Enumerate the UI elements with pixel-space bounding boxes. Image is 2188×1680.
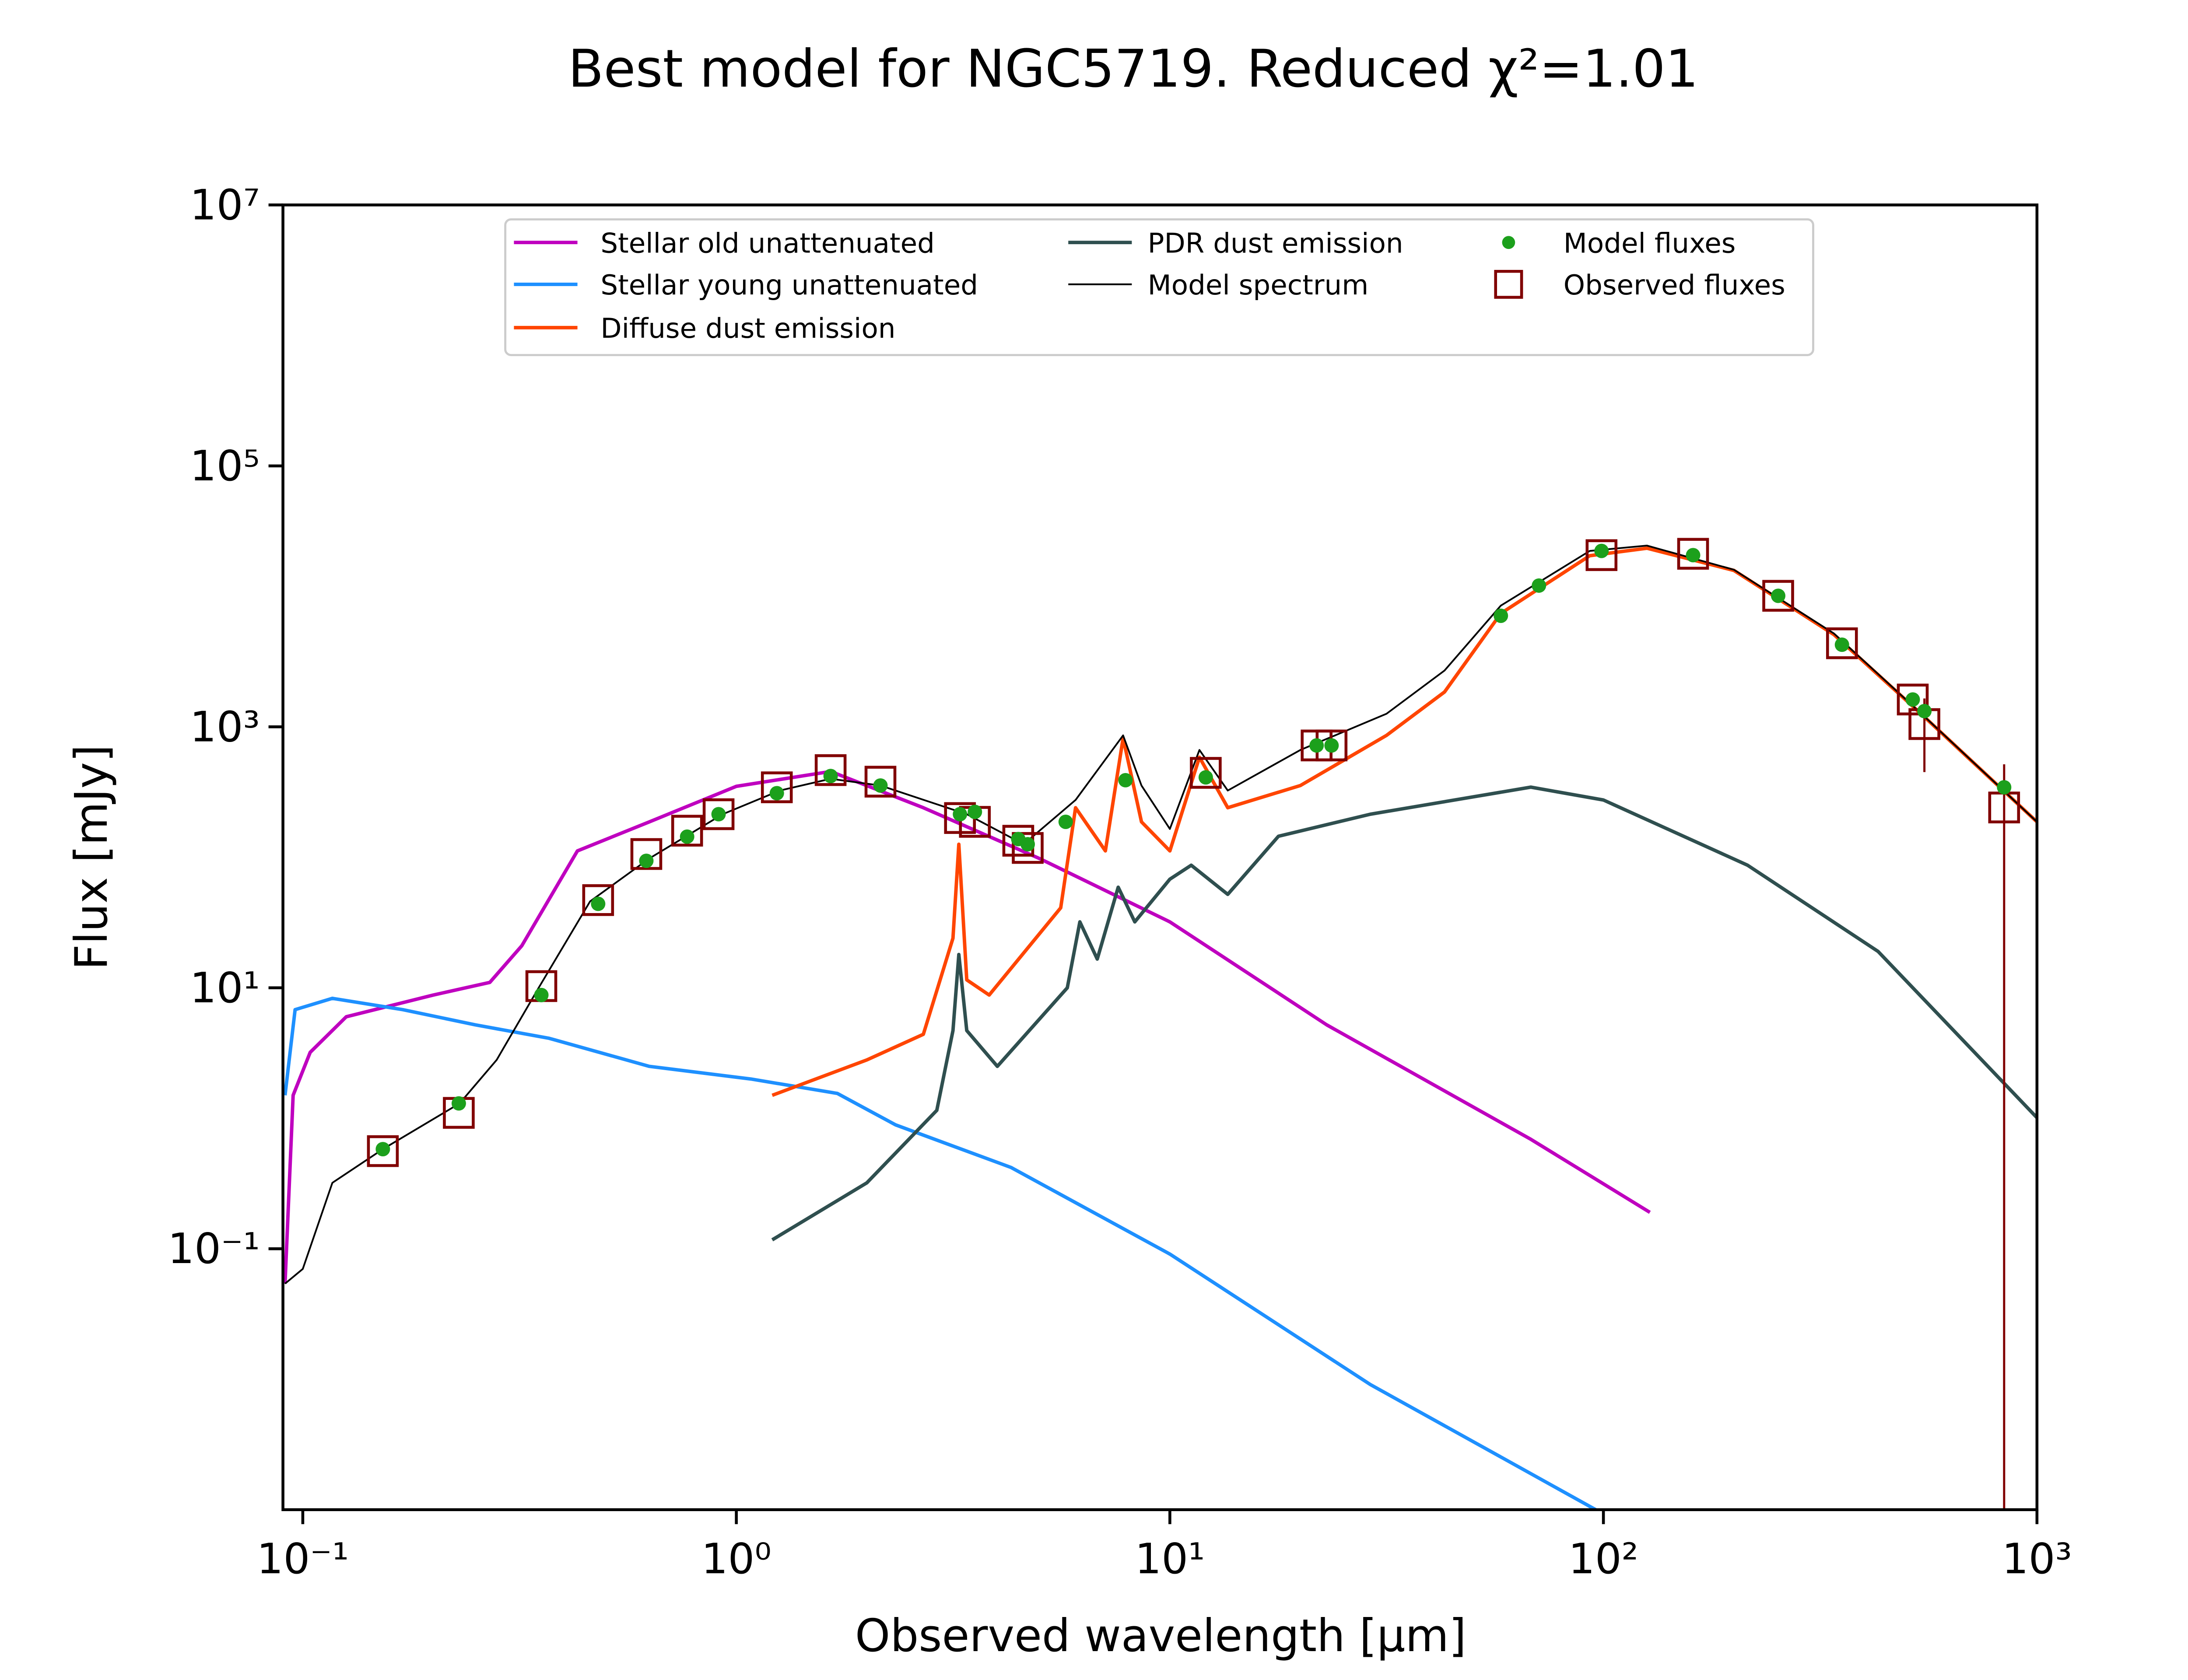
model-marker <box>639 854 654 868</box>
y-axis-label: Flux [mJy] <box>66 745 118 970</box>
observed-marker <box>761 771 793 803</box>
model-marker <box>1594 543 1609 558</box>
observed-marker <box>671 815 703 847</box>
model-marker <box>1917 704 1932 718</box>
legend-label: Model fluxes <box>1564 227 1736 259</box>
model-marker <box>1771 588 1785 603</box>
model-marker <box>1198 770 1213 785</box>
model-marker <box>1686 548 1701 563</box>
legend-label: Stellar old unattenuated <box>600 227 935 259</box>
observed-marker <box>1826 627 1858 659</box>
model-marker <box>1058 815 1073 830</box>
legend-label: Diffuse dust emission <box>600 312 895 344</box>
legend-label: Stellar young unattenuated <box>600 269 978 301</box>
observed-marker <box>1677 538 1709 570</box>
series-line <box>771 785 2037 1242</box>
model-marker <box>1020 837 1035 852</box>
observed-marker <box>1190 757 1222 789</box>
model-marker <box>711 807 726 822</box>
observed-marker <box>864 766 897 798</box>
model-marker <box>680 829 694 844</box>
x-tick-label: 10¹ <box>1135 1534 1205 1583</box>
model-marker <box>1324 738 1339 753</box>
observed-marker <box>702 798 735 830</box>
legend-swatch <box>1502 236 1515 249</box>
x-tick-label: 10³ <box>2002 1534 2072 1583</box>
y-tick-label: 10¹ <box>190 963 260 1012</box>
axes-frame <box>281 203 2039 1512</box>
y-tick-label: 10⁻¹ <box>168 1224 260 1273</box>
model-marker <box>968 805 982 819</box>
y-tick-label: 10⁷ <box>190 180 260 229</box>
chart-title: Best model for NGC5719. Reduced χ²=1.01 <box>568 39 1698 99</box>
legend-label: Model spectrum <box>1148 269 1369 301</box>
observed-marker <box>582 884 614 916</box>
model-marker <box>375 1142 390 1157</box>
model-marker <box>873 778 888 793</box>
model-marker <box>823 769 838 784</box>
observed-marker <box>1012 832 1044 864</box>
x-axis-label: Observed wavelength [μm] <box>855 1610 1466 1662</box>
model-marker <box>591 896 606 911</box>
model-marker <box>1834 637 1849 652</box>
x-tick-label: 10⁻¹ <box>257 1534 349 1583</box>
plot-area <box>283 538 2037 1510</box>
model-marker <box>1118 773 1133 788</box>
legend-label: PDR dust emission <box>1148 227 1403 259</box>
observed-marker <box>367 1135 399 1167</box>
observed-marker <box>630 838 663 870</box>
x-tick-label: 10⁰ <box>701 1534 771 1583</box>
y-tick-label: 10³ <box>190 702 260 751</box>
model-marker <box>534 987 549 1002</box>
model-marker <box>1309 738 1324 753</box>
model-marker <box>1905 692 1920 707</box>
observed-marker <box>1897 683 1929 716</box>
model-marker <box>1494 608 1508 623</box>
legend-box <box>504 218 1814 357</box>
legend-label: Observed fluxes <box>1564 269 1785 301</box>
legend-swatch <box>1494 270 1523 299</box>
legend: Stellar old unattenuated Stellar young un… <box>504 218 1814 357</box>
axes: 10⁻¹ 10⁰ 10¹ 10² 10³ 10⁻¹ 10¹ 10³ 10⁵ 10⁷ <box>168 180 2072 1583</box>
model-marker <box>953 807 968 822</box>
series-line <box>283 997 1597 1510</box>
model-marker <box>451 1096 466 1111</box>
observed-marker <box>814 754 847 786</box>
observed-marker <box>1585 539 1618 571</box>
series-line <box>771 546 2037 1097</box>
series-line <box>284 545 2037 1284</box>
model-marker <box>1997 780 2012 795</box>
series-line <box>283 770 1651 1284</box>
model-marker <box>769 786 784 801</box>
model-marker <box>1532 578 1546 593</box>
y-tick-label: 10⁵ <box>190 441 260 490</box>
x-tick-label: 10² <box>1568 1534 1638 1583</box>
observed-marker <box>1762 580 1794 612</box>
